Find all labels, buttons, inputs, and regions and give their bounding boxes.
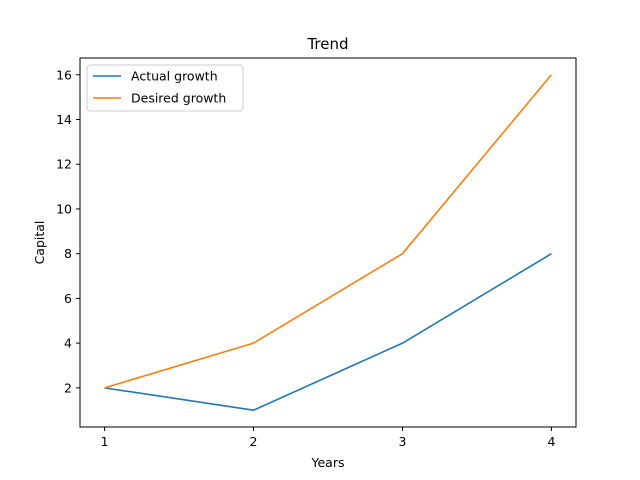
- y-tick-label: 10: [56, 201, 72, 216]
- plot-frame: [79, 57, 577, 428]
- y-tick-label: 12: [56, 157, 72, 172]
- legend-label-0: Actual growth: [131, 69, 218, 84]
- series-line-1: [104, 74, 553, 389]
- x-tick-label: 1: [101, 434, 109, 449]
- y-tick-label: 2: [64, 380, 72, 395]
- x-axis-label: Years: [311, 455, 345, 470]
- series-layer: [104, 74, 553, 412]
- y-tick-label: 8: [64, 246, 72, 261]
- y-axis-label: Capital: [32, 221, 47, 265]
- legend-box: [86, 64, 244, 112]
- y-axis: 2 4 6 8 10 12 14 16: [56, 67, 80, 395]
- plot-area: [79, 57, 577, 428]
- y-tick-label: 16: [56, 67, 72, 82]
- series-line-0: [104, 252, 552, 412]
- legend: Actual growth Desired growth: [86, 64, 244, 112]
- x-tick-label: 4: [547, 434, 555, 449]
- y-tick-label: 6: [64, 291, 72, 306]
- y-tick-label: 14: [56, 112, 72, 127]
- legend-label-1: Desired growth: [131, 91, 226, 106]
- x-tick-label: 3: [398, 434, 406, 449]
- y-tick-label: 4: [64, 336, 72, 351]
- chart-title: Trend: [306, 35, 348, 53]
- x-tick-label: 2: [250, 434, 258, 449]
- x-axis: 1 2 3 4: [101, 427, 555, 449]
